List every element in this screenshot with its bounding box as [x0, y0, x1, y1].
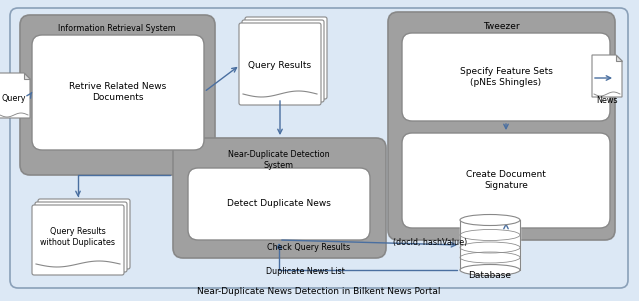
FancyBboxPatch shape	[38, 199, 130, 269]
Text: Check Query Results: Check Query Results	[267, 244, 350, 253]
FancyBboxPatch shape	[32, 35, 204, 150]
FancyBboxPatch shape	[388, 12, 615, 240]
Ellipse shape	[460, 265, 520, 275]
Polygon shape	[592, 55, 622, 97]
FancyBboxPatch shape	[20, 15, 215, 175]
FancyBboxPatch shape	[32, 205, 124, 275]
Text: Information Retrieval System: Information Retrieval System	[58, 24, 176, 33]
Polygon shape	[616, 55, 622, 61]
FancyBboxPatch shape	[242, 20, 324, 102]
FancyBboxPatch shape	[239, 23, 321, 105]
Text: Specify Feature Sets
(pNEs Shingles): Specify Feature Sets (pNEs Shingles)	[459, 67, 553, 87]
Text: Create Document
Signature: Create Document Signature	[466, 169, 546, 191]
Text: Near-Duplicate News Detection in Bilkent News Portal: Near-Duplicate News Detection in Bilkent…	[197, 287, 441, 296]
FancyBboxPatch shape	[173, 138, 386, 258]
Text: Query Results
without Duplicates: Query Results without Duplicates	[40, 227, 116, 247]
FancyBboxPatch shape	[188, 168, 370, 240]
Text: Duplicate News List: Duplicate News List	[266, 268, 344, 277]
Ellipse shape	[460, 215, 520, 225]
Text: (docId, hashValue): (docId, hashValue)	[393, 237, 467, 247]
FancyBboxPatch shape	[10, 8, 628, 288]
Text: Retrive Related News
Documents: Retrive Related News Documents	[70, 82, 167, 102]
Polygon shape	[0, 73, 30, 118]
Text: Tweezer: Tweezer	[482, 22, 520, 31]
Text: Database: Database	[468, 271, 511, 280]
FancyBboxPatch shape	[245, 17, 327, 99]
Text: News: News	[596, 96, 618, 105]
Text: Query: Query	[2, 94, 26, 103]
FancyBboxPatch shape	[402, 33, 610, 121]
FancyBboxPatch shape	[402, 133, 610, 228]
FancyBboxPatch shape	[35, 202, 127, 272]
Text: Detect Duplicate News: Detect Duplicate News	[227, 200, 331, 209]
Text: Query Results: Query Results	[249, 61, 312, 70]
Polygon shape	[24, 73, 30, 79]
Text: Near-Duplicate Detection
System: Near-Duplicate Detection System	[228, 150, 330, 170]
